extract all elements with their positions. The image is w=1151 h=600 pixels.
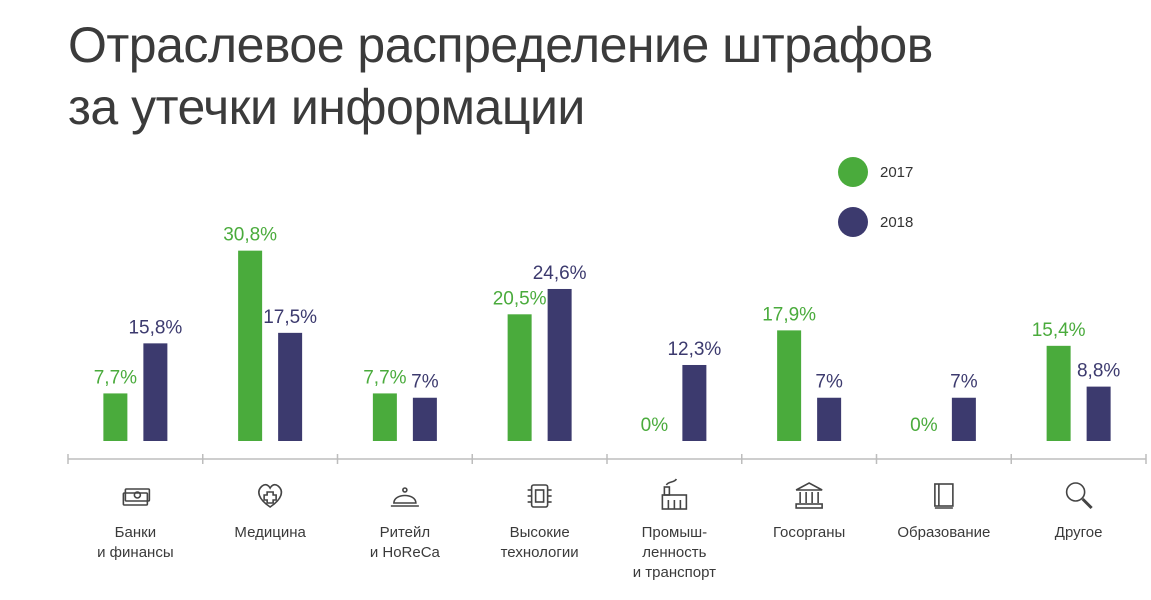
legend-item-2017: 2017 xyxy=(838,155,913,189)
category-label: Промыш-ленность и транспорт xyxy=(607,523,741,583)
bar-2017 xyxy=(238,250,263,441)
bar-2018 xyxy=(412,397,437,441)
bar-2017 xyxy=(103,393,128,441)
title-line-2: за утечки информации xyxy=(68,79,585,135)
category-label: Другое xyxy=(1012,523,1146,543)
chip-icon xyxy=(527,484,552,508)
bar-2018 xyxy=(547,288,572,441)
category-label: Ритейл и HoReCa xyxy=(338,523,472,563)
bar-2017 xyxy=(1046,345,1071,441)
medical-heart-icon xyxy=(258,483,283,508)
category-label: Банки и финансы xyxy=(68,523,202,563)
factory-icon xyxy=(661,478,688,510)
chart-title: Отраслевое распределение штрафов за утеч… xyxy=(68,14,1068,138)
category-label-line: Банки xyxy=(114,524,157,541)
data-label-2018: 12,3% xyxy=(667,339,721,360)
category-label: Образование xyxy=(877,523,1011,543)
category-label: Медицина xyxy=(203,523,337,543)
category-label-line: Госорганы xyxy=(772,524,846,541)
data-label-2017: 0% xyxy=(910,415,938,436)
bar-2018 xyxy=(143,343,168,441)
book-icon xyxy=(934,483,954,509)
bar-2018 xyxy=(278,332,303,441)
bar-2017 xyxy=(507,314,532,441)
data-label-2018: 7% xyxy=(411,372,439,393)
bar-2018 xyxy=(951,397,976,441)
money-icon xyxy=(122,488,151,506)
category-label-line: Другое xyxy=(1054,524,1103,541)
bar-2017 xyxy=(372,393,397,441)
magnifier-icon xyxy=(1065,482,1093,510)
data-label-2018: 15,8% xyxy=(128,317,182,338)
category-label-line: Промыш- xyxy=(641,524,708,541)
data-label-2017: 7,7% xyxy=(363,367,406,388)
cloche-icon xyxy=(390,487,419,507)
category-label-line: Ритейл xyxy=(379,524,431,541)
category-label-line: Образование xyxy=(897,524,991,541)
legend-label-2017: 2017 xyxy=(880,163,914,181)
category-label: Высокие технологии xyxy=(473,523,607,563)
data-label-2018: 17,5% xyxy=(263,307,317,328)
data-label-2018: 7% xyxy=(815,372,843,393)
legend: 2017 2018 xyxy=(838,155,913,255)
data-label-2017: 15,4% xyxy=(1032,320,1086,341)
data-label-2017: 20,5% xyxy=(493,288,547,309)
category-label-line: и HoReCa xyxy=(369,544,440,561)
bar-2018 xyxy=(817,397,842,441)
data-label-2018: 8,8% xyxy=(1077,361,1120,382)
data-label-2017: 0% xyxy=(641,415,669,436)
title-line-1: Отраслевое распределение штрафов xyxy=(68,17,933,73)
data-label-2017: 7,7% xyxy=(94,367,137,388)
data-label-2017: 30,8% xyxy=(223,225,277,246)
legend-swatch-2018 xyxy=(838,207,868,237)
data-label-2017: 17,9% xyxy=(762,304,816,325)
category-label-line: и транспорт xyxy=(632,564,716,581)
government-building-icon xyxy=(795,482,823,509)
legend-item-2018: 2018 xyxy=(838,205,913,239)
bar-2017 xyxy=(777,330,802,441)
bar-2018 xyxy=(682,364,707,441)
data-label-2018: 24,6% xyxy=(533,263,587,284)
category-label-line: ленность xyxy=(642,544,707,561)
category-label-line: Высокие xyxy=(509,524,570,541)
legend-swatch-2017 xyxy=(838,157,868,187)
bar-2018 xyxy=(1086,386,1111,441)
category-label: Госорганы xyxy=(742,523,876,543)
category-label-line: технологии xyxy=(500,544,579,561)
data-label-2018: 7% xyxy=(950,372,978,393)
legend-label-2018: 2018 xyxy=(880,213,914,231)
category-label-line: Медицина xyxy=(234,524,306,541)
category-label-line: и финансы xyxy=(97,544,174,561)
